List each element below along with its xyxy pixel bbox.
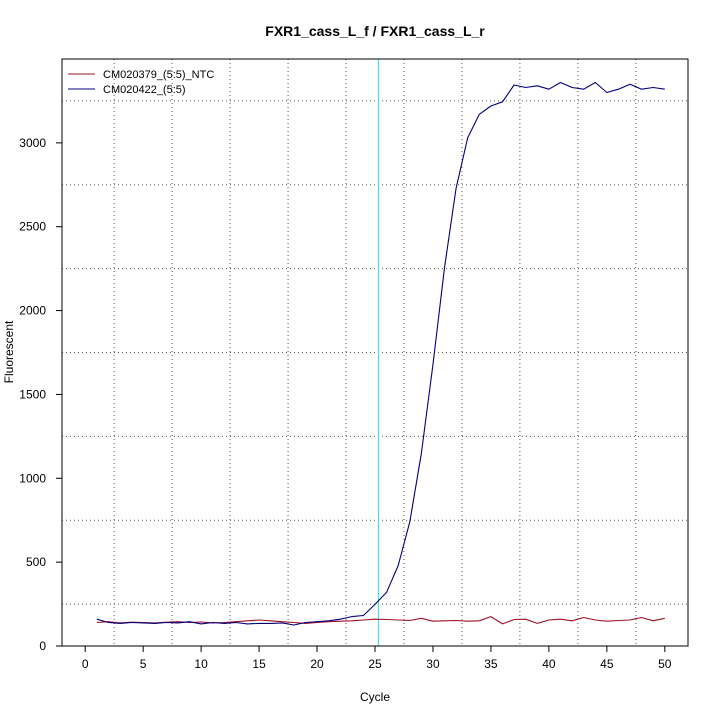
legend: CM020379_(5:5)_NTC CM020422_(5:5) <box>68 69 214 96</box>
y-tick-label: 1500 <box>19 387 46 401</box>
y-tick-label: 0 <box>39 639 46 653</box>
x-axis: 0 5 10 15 20 25 30 35 40 45 50 <box>82 646 672 671</box>
x-tick-label: 50 <box>658 657 672 671</box>
y-tick-label: 3000 <box>19 136 46 150</box>
chart-title: FXR1_cass_L_f / FXR1_cass_L_r <box>265 23 485 39</box>
y-axis-title: Fluorescent <box>2 320 16 383</box>
grid-lines <box>62 59 688 646</box>
y-tick-label: 2000 <box>19 304 46 318</box>
x-tick-label: 45 <box>600 657 614 671</box>
x-tick-label: 30 <box>426 657 440 671</box>
x-tick-label: 35 <box>484 657 498 671</box>
x-tick-label: 25 <box>368 657 382 671</box>
legend-label-2: CM020422_(5:5) <box>103 84 186 96</box>
x-tick-label: 10 <box>194 657 208 671</box>
y-tick-label: 2500 <box>19 220 46 234</box>
x-tick-label: 15 <box>252 657 266 671</box>
series-line-2 <box>96 81 665 626</box>
x-tick-label: 0 <box>82 657 89 671</box>
y-tick-label: 1000 <box>19 471 46 485</box>
x-tick-label: 40 <box>542 657 556 671</box>
x-tick-label: 20 <box>310 657 324 671</box>
series-layer <box>96 81 665 626</box>
x-tick-label: 5 <box>140 657 147 671</box>
x-axis-title: Cycle <box>360 690 390 704</box>
y-axis: 0 500 1000 1500 2000 2500 3000 <box>19 136 62 653</box>
y-tick-label: 500 <box>26 555 46 569</box>
legend-label-1: CM020379_(5:5)_NTC <box>103 69 214 81</box>
